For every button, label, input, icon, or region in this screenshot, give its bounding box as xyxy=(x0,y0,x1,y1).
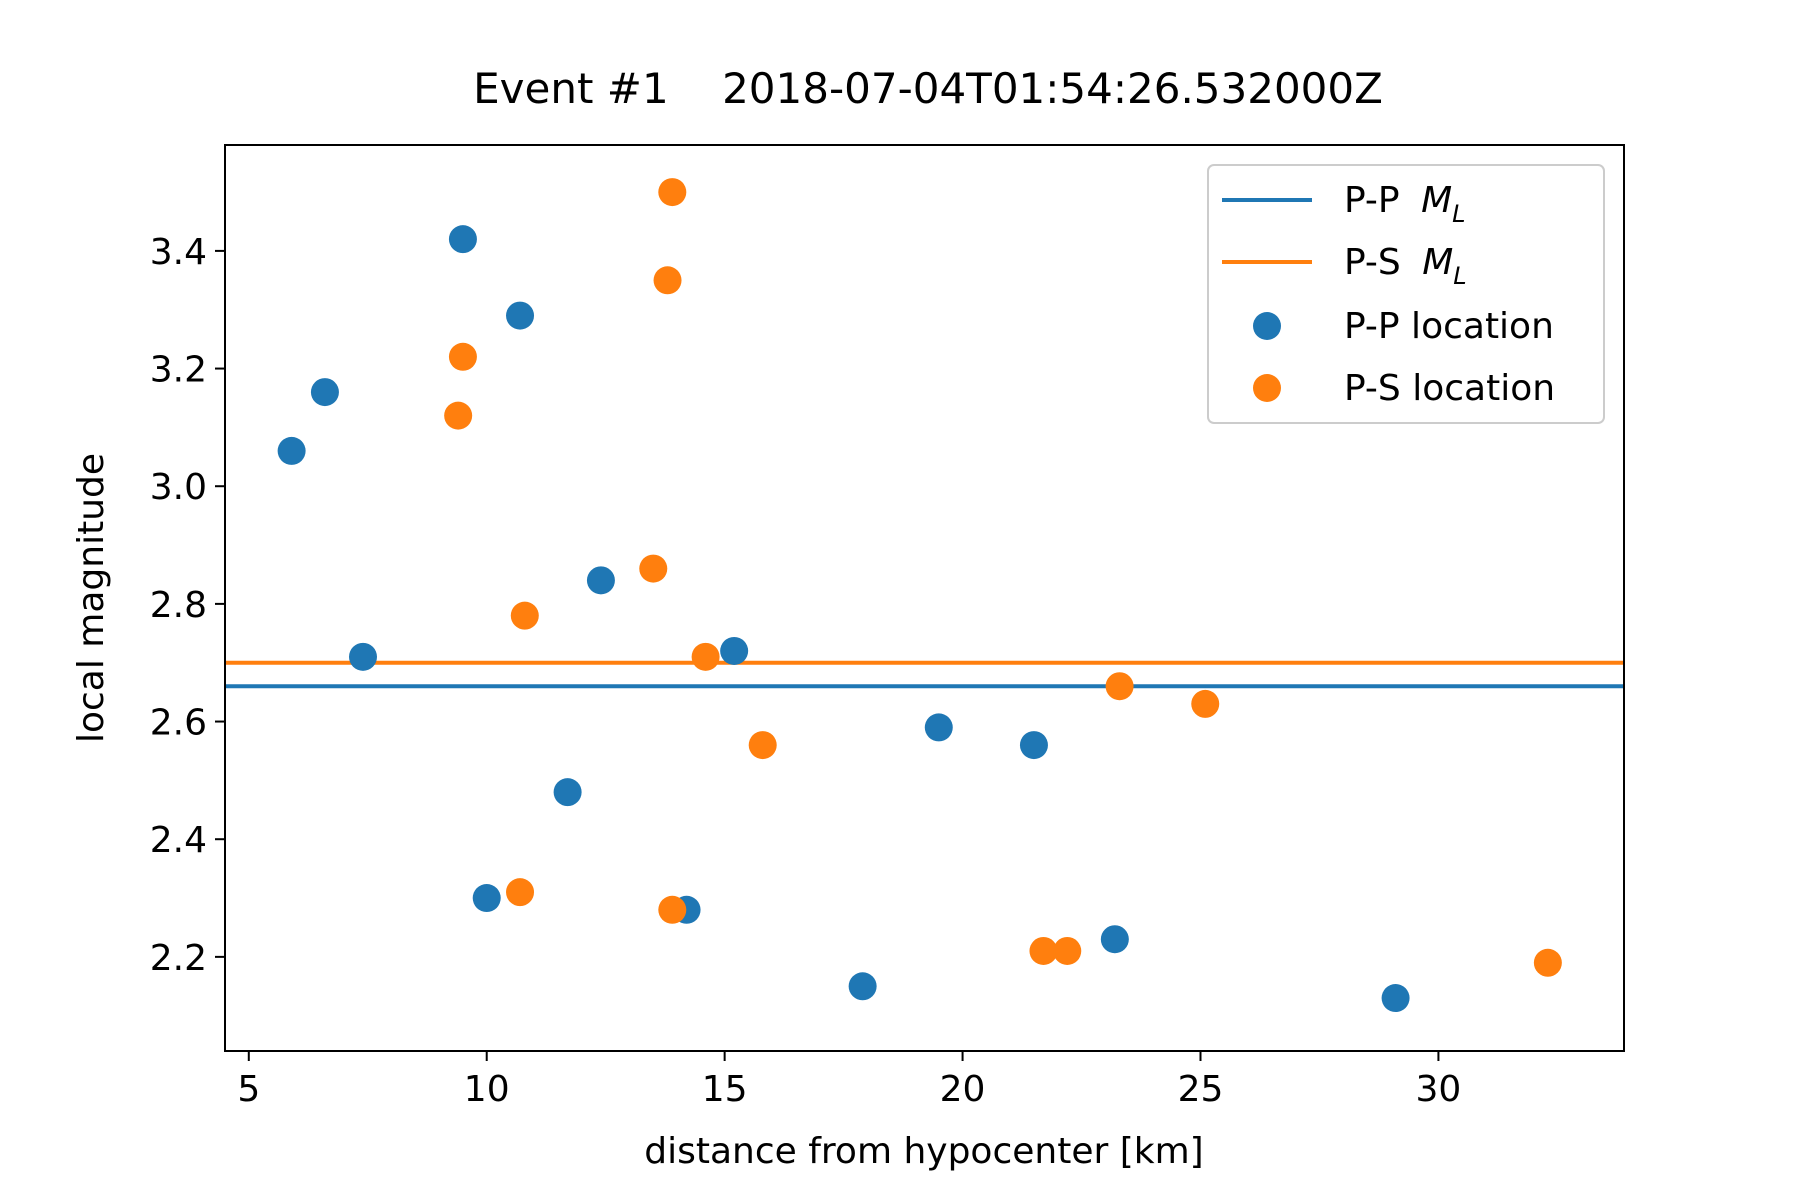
pp-location-point xyxy=(1100,925,1129,954)
ps-location-point xyxy=(1105,672,1134,701)
pp-location-point xyxy=(310,378,339,407)
pp-location-point xyxy=(1019,731,1048,760)
legend-pp-line-label: P-P ML xyxy=(1344,180,1466,228)
ps-location-point xyxy=(658,178,687,207)
y-axis-ticks: 2.2 2.4 2.6 2.8 3.0 3.2 3.4 xyxy=(150,232,225,979)
pp-location-point xyxy=(1381,984,1410,1013)
pp-location-point xyxy=(553,778,582,807)
pp-location-point xyxy=(924,713,953,742)
ps-location-point xyxy=(691,642,720,671)
x-tick-label: 30 xyxy=(1416,1069,1462,1110)
scatter-points xyxy=(277,178,1562,1013)
ps-location-point xyxy=(639,554,668,583)
ps-location-point xyxy=(658,895,687,924)
x-tick-label: 25 xyxy=(1178,1069,1224,1110)
ps-location-point xyxy=(1533,948,1562,977)
ps-location-point xyxy=(1053,936,1082,965)
plot-area xyxy=(224,144,1625,1052)
y-tick-label: 3.2 xyxy=(150,350,207,391)
legend-ps-line-symbol: M xyxy=(1422,242,1453,283)
y-axis-label: local magnitude xyxy=(71,453,112,743)
ps-location-point xyxy=(1191,689,1220,718)
y-tick-label: 2.6 xyxy=(150,703,207,744)
y-tick-label: 2.8 xyxy=(150,585,207,626)
legend-ps-line-subscript: L xyxy=(1453,262,1466,290)
x-tick-label: 15 xyxy=(702,1069,748,1110)
legend-pp-line-name: P-P xyxy=(1344,180,1400,221)
pp-location-point xyxy=(277,436,306,465)
axes-frame xyxy=(224,144,1625,1052)
ps-location-point xyxy=(506,878,535,907)
ps-location-point xyxy=(444,401,473,430)
ps-location-point xyxy=(448,342,477,371)
pp-location-point xyxy=(506,301,535,330)
ps-location-point xyxy=(1029,936,1058,965)
ps-location-point xyxy=(653,266,682,295)
y-tick-label: 3.0 xyxy=(150,467,207,508)
legend-ps-line-label: P-S ML xyxy=(1344,242,1467,290)
legend-ps-location-swatch xyxy=(1253,374,1281,402)
y-tick-label: 2.2 xyxy=(150,938,207,979)
legend-pp-location-label: P-P location xyxy=(1344,306,1554,347)
legend-ps-line-name: P-S xyxy=(1344,242,1401,283)
pp-location-point xyxy=(848,972,877,1001)
pp-location-point xyxy=(720,636,749,665)
pp-location-point xyxy=(348,642,377,671)
ps-location-point xyxy=(510,601,539,630)
pp-location-point xyxy=(586,566,615,595)
legend-box xyxy=(1207,164,1605,424)
x-tick-label: 10 xyxy=(464,1069,510,1110)
legend-pp-location-swatch xyxy=(1253,312,1281,340)
pp-location-point xyxy=(448,225,477,254)
legend-pp-line-subscript: L xyxy=(1452,200,1465,228)
legend: P-P ML P-S ML P-P location P-S location xyxy=(1207,164,1605,424)
y-tick-label: 3.4 xyxy=(150,232,207,273)
chart-title: Event #1 2018-07-04T01:54:26.532000Z xyxy=(473,64,1383,113)
x-tick-label: 20 xyxy=(940,1069,986,1110)
y-tick-label: 2.4 xyxy=(150,820,207,861)
pp-location-point xyxy=(472,884,501,913)
x-axis-ticks: 5 10 15 20 25 30 xyxy=(237,1051,1461,1110)
x-axis-label: distance from hypocenter [km] xyxy=(644,1131,1203,1172)
ps-location-point xyxy=(748,731,777,760)
x-tick-label: 5 xyxy=(237,1069,260,1110)
reference-lines xyxy=(225,660,1624,689)
legend-ps-location-label: P-S location xyxy=(1344,368,1555,409)
legend-pp-line-symbol: M xyxy=(1421,180,1452,221)
